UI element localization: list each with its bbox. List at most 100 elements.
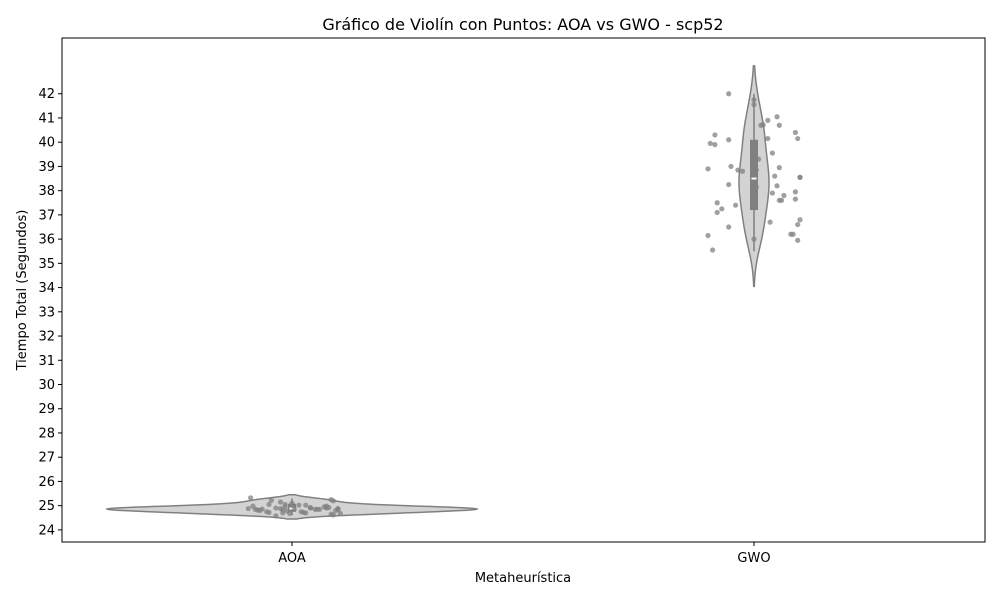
data-point <box>776 165 782 171</box>
data-point <box>282 501 288 508</box>
data-point <box>795 237 801 243</box>
data-point <box>266 501 272 508</box>
data-point <box>739 168 746 174</box>
data-point <box>753 167 759 173</box>
data-point <box>769 150 776 156</box>
data-point <box>707 140 713 147</box>
x-tick-label: GWO <box>737 551 770 566</box>
data-point <box>337 510 343 517</box>
data-point <box>712 132 718 138</box>
box-iqr <box>750 139 758 211</box>
data-point <box>779 197 785 203</box>
data-point <box>330 498 336 504</box>
y-tick-label: 35 <box>38 257 55 272</box>
plot-area <box>105 65 803 520</box>
y-tick-label: 37 <box>38 208 55 223</box>
data-point <box>289 500 295 506</box>
x-axis-label: Metaheurística <box>475 571 571 586</box>
data-point <box>760 122 766 128</box>
y-axis: 24 25 26 27 28 29 30 31 32 33 34 35 36 37 38 39 40 41 42 <box>38 87 62 538</box>
data-point <box>712 142 718 148</box>
data-point <box>765 117 771 123</box>
y-tick-label: 36 <box>38 233 55 248</box>
plot-frame <box>61 37 986 543</box>
data-point <box>335 506 341 512</box>
data-point <box>795 221 801 228</box>
data-point <box>792 129 799 136</box>
chart-title: Gráfico de Violín con Puntos: AOA vs GWO… <box>322 15 723 34</box>
x-tick-label: AOA <box>278 551 306 566</box>
data-point <box>291 506 297 512</box>
data-point <box>726 91 732 97</box>
data-point <box>735 167 741 173</box>
x-axis: AOA GWO <box>278 542 771 566</box>
data-point <box>774 183 780 189</box>
data-point <box>714 209 720 216</box>
data-point <box>330 512 336 518</box>
y-tick-label: 42 <box>38 87 55 102</box>
data-point <box>303 502 309 508</box>
data-point <box>751 179 757 185</box>
y-tick-label: 28 <box>38 426 55 441</box>
y-tick-label: 32 <box>38 330 55 345</box>
data-point <box>259 506 265 512</box>
data-point <box>277 499 284 505</box>
data-point <box>287 510 293 517</box>
data-point <box>268 497 274 503</box>
data-point <box>726 224 732 230</box>
y-tick-label: 33 <box>38 305 55 320</box>
y-tick-label: 39 <box>38 160 55 175</box>
y-tick-label: 24 <box>38 523 55 538</box>
data-point <box>765 135 771 142</box>
data-point <box>797 174 803 180</box>
data-point <box>296 502 302 508</box>
data-point <box>774 114 780 120</box>
data-point <box>753 184 759 190</box>
data-point <box>273 505 279 511</box>
data-point <box>751 102 757 108</box>
y-axis-label: Tiempo Total (Segundos) <box>15 210 30 372</box>
data-point <box>326 504 332 511</box>
y-tick-label: 34 <box>38 281 55 296</box>
y-tick-label: 27 <box>38 451 55 466</box>
data-point <box>266 509 272 516</box>
data-point <box>769 190 776 196</box>
y-tick-label: 31 <box>38 354 55 369</box>
data-point <box>248 495 254 501</box>
data-point <box>781 192 787 199</box>
y-tick-label: 29 <box>38 402 55 417</box>
data-point <box>317 506 323 512</box>
data-point <box>719 206 725 212</box>
y-tick-label: 30 <box>38 378 55 393</box>
data-point <box>792 196 799 202</box>
y-tick-label: 25 <box>38 499 55 514</box>
data-point <box>710 247 716 253</box>
data-point <box>705 232 711 239</box>
data-point <box>733 202 739 208</box>
data-point <box>797 217 803 223</box>
y-tick-label: 38 <box>38 184 55 199</box>
y-tick-label: 41 <box>38 111 55 126</box>
data-point <box>790 231 796 237</box>
data-point <box>245 505 251 512</box>
data-point <box>705 166 711 172</box>
data-point <box>751 236 757 242</box>
data-point <box>756 156 762 162</box>
data-point <box>273 513 279 519</box>
y-tick-label: 26 <box>38 475 55 490</box>
data-point <box>772 173 778 179</box>
data-point <box>303 510 309 516</box>
data-point <box>776 122 782 128</box>
data-point <box>728 163 734 170</box>
data-point <box>714 200 720 206</box>
data-point <box>751 97 757 103</box>
data-point <box>795 135 801 142</box>
data-point <box>726 181 732 188</box>
y-tick-label: 40 <box>38 136 55 151</box>
data-point <box>751 161 757 167</box>
data-point <box>726 137 732 143</box>
data-point <box>792 189 799 195</box>
data-point <box>280 510 286 516</box>
data-point <box>767 219 773 225</box>
